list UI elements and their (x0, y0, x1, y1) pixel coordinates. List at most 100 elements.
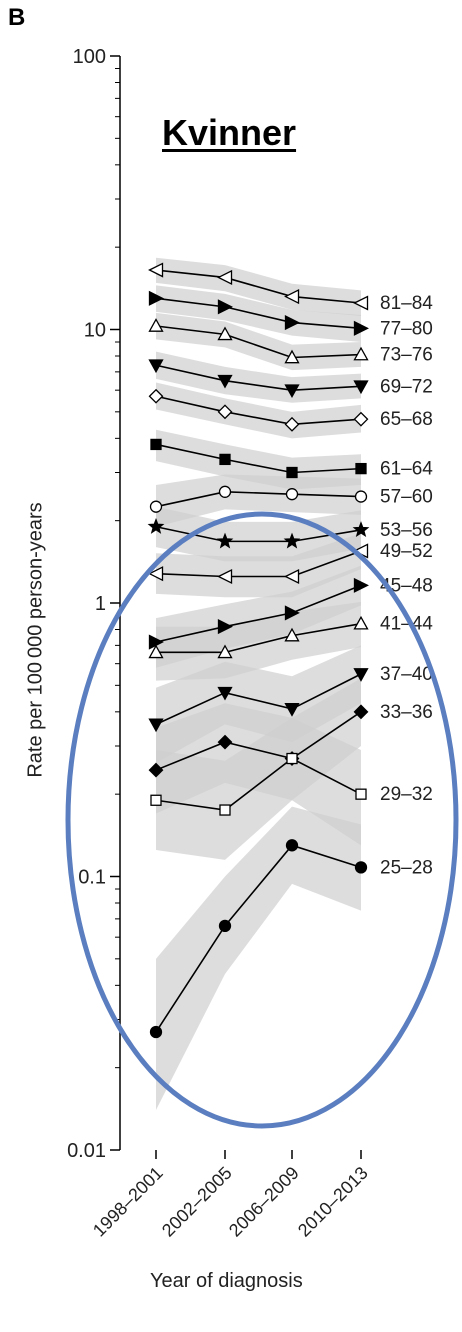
series-line (155, 443, 362, 474)
ci-band (156, 312, 361, 371)
data-point (284, 605, 300, 621)
data-point (148, 644, 164, 659)
data-point (285, 488, 299, 501)
data-point (353, 295, 369, 311)
data-point (149, 1025, 163, 1039)
ci-band (156, 382, 361, 439)
data-point (353, 380, 369, 395)
series-line (155, 297, 362, 330)
data-point (217, 299, 233, 315)
series-labels: 81–84 77–80 73–76 69–72 65–68 61–64 57–60 53–56… (380, 293, 433, 878)
x-tick-label: 1998–2001 (89, 1163, 167, 1241)
data-point (218, 919, 232, 933)
y-tick-label: 100 (73, 46, 106, 68)
data-point (217, 404, 233, 420)
data-point (149, 500, 163, 513)
series-line (155, 491, 362, 508)
data-point (284, 416, 300, 432)
data-point (355, 462, 367, 475)
data-point (286, 752, 298, 765)
y-tick-label: 0.01 (67, 1140, 106, 1162)
data-point (286, 466, 298, 479)
series-line (155, 757, 362, 811)
series-lines (155, 269, 362, 1033)
y-tick-label: 0.1 (78, 867, 106, 889)
series-label: 53–56 (380, 520, 433, 541)
ci-band (156, 429, 361, 490)
series-label: 69–72 (380, 376, 433, 397)
data-point (148, 718, 164, 733)
data-point (217, 326, 233, 341)
series-label: 29–32 (380, 784, 433, 805)
series-label: 33–36 (380, 702, 433, 723)
panel-label: B (8, 4, 26, 31)
data-point (353, 615, 369, 630)
data-point (148, 290, 164, 306)
data-point (353, 320, 369, 336)
series-label: 81–84 (380, 293, 433, 314)
ci-bands (156, 257, 361, 1111)
data-point (284, 568, 300, 585)
series-line (155, 711, 362, 771)
y-tick-label: 1 (95, 593, 106, 615)
data-point (353, 704, 369, 720)
data-point (148, 262, 164, 278)
series-line (155, 325, 362, 359)
ci-band (156, 806, 361, 1111)
series-label: 61–64 (380, 459, 433, 480)
data-point (353, 577, 369, 593)
ci-band (156, 285, 361, 343)
series-line (155, 550, 362, 578)
series-label: 25–28 (380, 857, 433, 878)
data-point (148, 762, 164, 778)
data-point (355, 788, 367, 800)
ci-band (156, 533, 361, 598)
series-label: 77–80 (380, 318, 433, 339)
ci-band (156, 506, 361, 562)
chart-title: Kvinner (162, 112, 297, 153)
y-axis-label: Rate per 100 000 person-years (24, 502, 47, 778)
data-point (217, 269, 233, 285)
data-point (219, 804, 231, 816)
data-point (217, 619, 233, 635)
data-point (284, 627, 300, 642)
x-tick-label: 2010–2013 (294, 1163, 372, 1241)
series-line (155, 584, 362, 643)
x-tick-label: 2006–2009 (225, 1163, 303, 1241)
data-point (354, 490, 368, 503)
y-axis: 0.01 0.1 1 10 100 (67, 46, 121, 1162)
x-tick-label: 2002–2005 (158, 1163, 236, 1241)
series-line (155, 269, 362, 304)
data-point (284, 349, 300, 364)
data-point (353, 346, 369, 361)
data-point (148, 388, 164, 404)
y-tick-label: 10 (84, 320, 106, 342)
data-point (284, 288, 300, 305)
data-point (217, 686, 233, 701)
series-line (155, 395, 362, 426)
series-label: 41–44 (380, 614, 433, 635)
data-point (353, 411, 369, 427)
series-label: 73–76 (380, 345, 433, 366)
data-point (352, 521, 370, 538)
data-point (148, 359, 164, 374)
series-label: 65–68 (380, 409, 433, 430)
x-axis-label: Year of diagnosis (150, 1270, 303, 1292)
data-point (150, 794, 162, 806)
data-point (219, 453, 231, 466)
ci-band (156, 717, 361, 860)
series-label: 49–52 (380, 541, 433, 562)
series-line (155, 673, 362, 726)
data-point (217, 374, 233, 389)
data-point (150, 438, 162, 451)
series-label: 37–40 (380, 664, 433, 685)
series-label: 57–60 (380, 487, 433, 508)
data-point (218, 485, 232, 498)
data-point (284, 384, 300, 399)
data-point (217, 568, 233, 585)
series-line (155, 364, 362, 391)
highlight-ellipse (65, 511, 459, 1129)
data-point (354, 861, 368, 874)
data-point (147, 517, 165, 534)
